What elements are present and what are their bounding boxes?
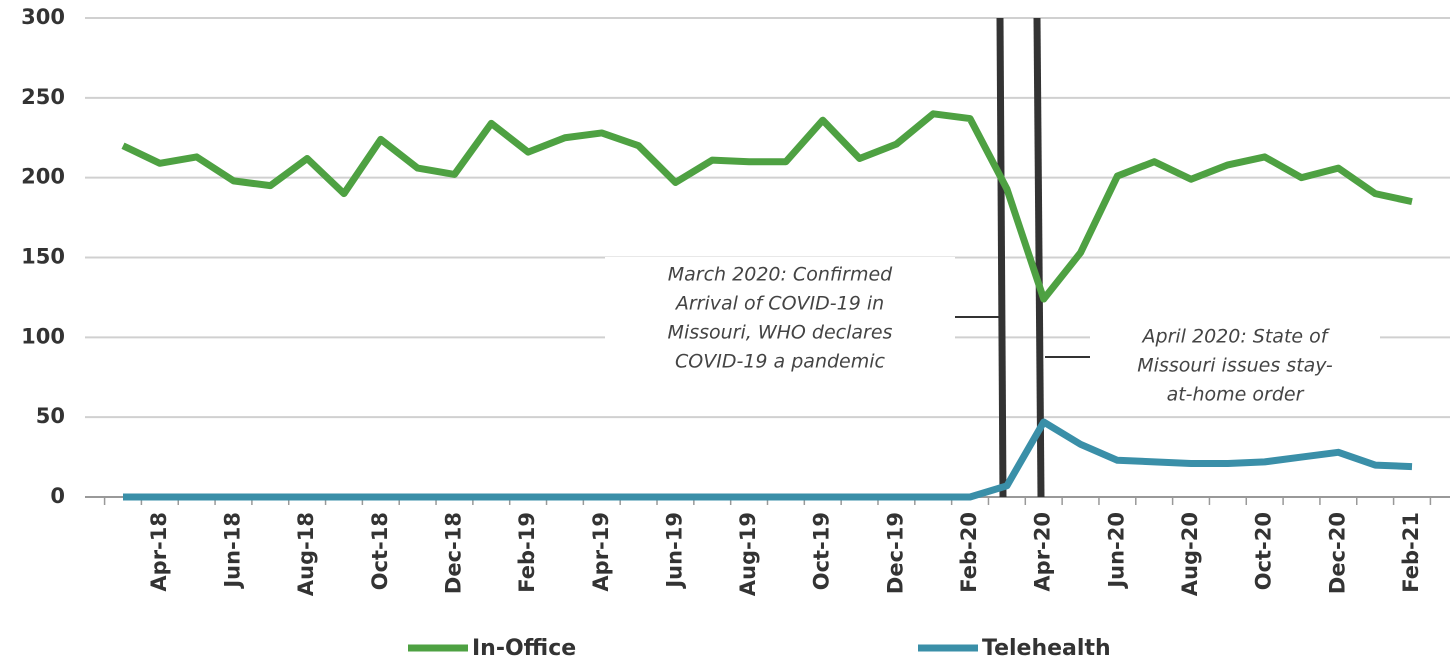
event-line	[996, 17, 1007, 498]
y-tick-label: 200	[21, 165, 65, 189]
annotation-text: April 2020: State of	[1141, 326, 1331, 348]
x-tick-label: Feb-21	[1399, 512, 1423, 593]
x-tick-label: Oct-20	[1252, 512, 1276, 590]
x-tick-label: Jun-20	[1104, 512, 1128, 590]
x-tick-label: Feb-19	[515, 512, 539, 593]
annotation-text: March 2020: Confirmed	[668, 264, 893, 286]
x-tick-label: Dec-18	[441, 512, 465, 594]
event-line	[1033, 17, 1045, 498]
x-tick-label: Oct-18	[368, 512, 392, 590]
annotation-text: at-home order	[1167, 384, 1305, 406]
x-tick-label: Apr-18	[147, 512, 171, 592]
annotation-background	[1090, 319, 1380, 416]
x-tick-label: Feb-20	[957, 512, 981, 593]
annotation-text: Arrival of COVID-19 in	[674, 293, 884, 315]
x-tick-label: Dec-20	[1325, 512, 1349, 594]
legend-label: In-Office	[472, 636, 576, 660]
y-tick-label: 250	[21, 85, 65, 109]
annotation-background	[605, 257, 955, 383]
annotation-text: Missouri, WHO declares	[668, 322, 893, 344]
y-tick-label: 300	[21, 5, 65, 29]
series-line	[121, 110, 1413, 303]
y-tick-label: 0	[50, 484, 65, 508]
x-tick-label: Dec-19	[883, 512, 907, 594]
legend-label: Telehealth	[982, 636, 1111, 660]
y-tick-label: 100	[21, 324, 65, 348]
x-tick-label: Jun-18	[220, 512, 244, 590]
annotation-text: COVID-19 a pandemic	[675, 351, 885, 373]
x-tick-label: Aug-20	[1178, 512, 1202, 596]
x-tick-label: Oct-19	[810, 512, 834, 590]
x-tick-label: Apr-20	[1031, 512, 1055, 592]
series-line	[123, 418, 1413, 501]
x-tick-label: Aug-18	[294, 512, 318, 596]
y-tick-label: 50	[36, 404, 65, 428]
x-tick-label: Aug-19	[736, 512, 760, 596]
annotation-text: Missouri issues stay-	[1137, 355, 1333, 377]
x-tick-label: Apr-19	[589, 512, 613, 592]
y-tick-label: 150	[21, 245, 65, 269]
x-tick-label: Jun-19	[662, 512, 686, 590]
